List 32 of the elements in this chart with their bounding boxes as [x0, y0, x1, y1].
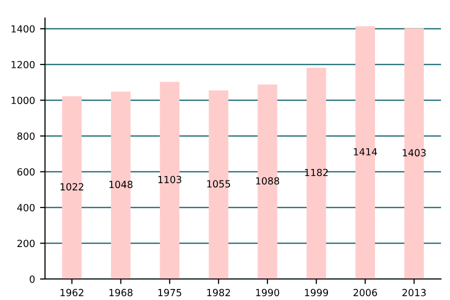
data-label: 1088: [256, 177, 280, 185]
x-tick-label: 1982: [207, 288, 230, 296]
bar: [208, 90, 228, 279]
x-tick-label: 1962: [60, 288, 84, 296]
data-label: 1103: [158, 176, 182, 184]
bar: [306, 68, 326, 279]
data-label: 1182: [305, 168, 328, 176]
bar: [62, 96, 82, 279]
bar: [160, 82, 180, 279]
bar: [258, 84, 278, 279]
x-tick-label: 2013: [402, 288, 426, 296]
data-label: 1022: [60, 183, 84, 190]
bar: [111, 92, 131, 279]
x-tick-label: 1990: [256, 288, 280, 296]
bar: [404, 28, 424, 279]
x-tick-label: 1968: [109, 288, 132, 296]
y-tick-label: 1400: [12, 25, 35, 33]
y-tick-label: 800: [17, 132, 35, 140]
x-tick-label: 1999: [305, 288, 328, 296]
data-label: 1055: [207, 180, 230, 188]
y-tick-label: 600: [17, 168, 35, 176]
data-label: 1403: [402, 149, 426, 156]
x-tick-label: 1975: [158, 288, 182, 296]
y-tick-label: 0: [30, 275, 35, 283]
data-label: 1048: [109, 180, 132, 188]
bar: [355, 26, 375, 279]
y-tick-label: 1000: [12, 96, 35, 104]
x-tick-label: 2006: [354, 288, 377, 296]
y-tick-label: 400: [17, 204, 35, 212]
y-tick-label: 1200: [12, 60, 35, 68]
y-tick-label: 200: [17, 240, 35, 248]
data-label: 1414: [354, 148, 378, 156]
